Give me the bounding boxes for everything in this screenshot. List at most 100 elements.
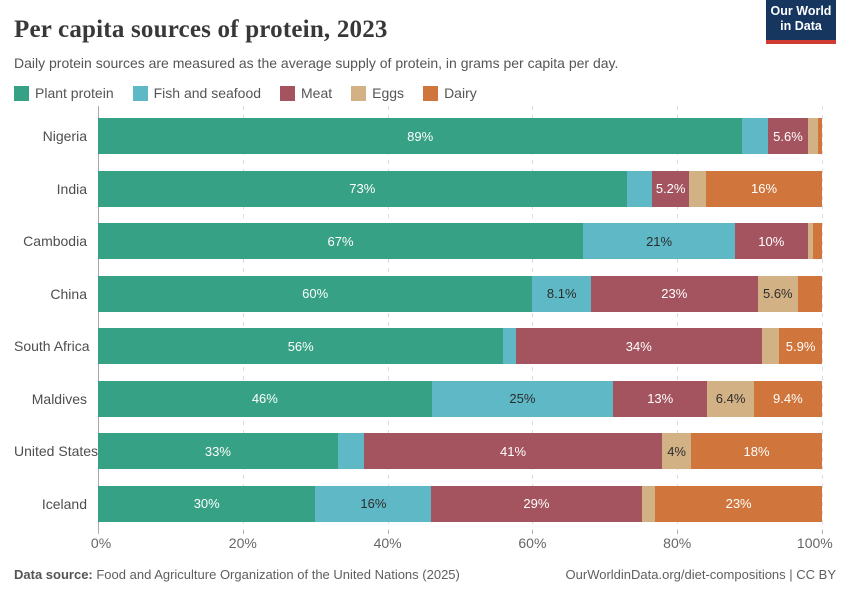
bar-segment-meat[interactable]: 23%	[591, 275, 758, 312]
country-label: Cambodia	[23, 233, 87, 250]
bar-segment-meat[interactable]: 13%	[613, 380, 708, 417]
bar-segment-meat[interactable]: 34%	[515, 328, 762, 365]
stacked-bar: 56% 34% 5.9%	[98, 328, 822, 365]
data-source-note: Data source: Food and Agriculture Organi…	[14, 567, 460, 582]
bar-segment-fish-and-seafood[interactable]: 16%	[315, 485, 432, 522]
chart-title: Per capita sources of protein, 2023	[14, 16, 388, 43]
bar-segment-eggs[interactable]: 6.4%	[707, 380, 754, 417]
bar-segment-dairy[interactable]: 5.9%	[779, 328, 822, 365]
owid-logo-line2: in Data	[780, 19, 822, 33]
bar-row-maldives: Maldives 46% 25% 13% 6.4% 9.4%	[14, 373, 836, 426]
x-axis-tick-label: 100%	[796, 535, 833, 551]
country-label: South Africa	[14, 338, 90, 355]
x-axis-tick-label: 20%	[228, 535, 257, 551]
legend-label: Plant protein	[35, 85, 114, 101]
stacked-bar-chart: Nigeria 89% 5.6% India 73% 5.2% 16% Cambodia 67%…	[14, 106, 836, 552]
bar-segment-dairy[interactable]: 16%	[706, 170, 822, 207]
bar-row-cambodia: Cambodia 67% 21% 10%	[14, 215, 836, 268]
bar-segment-plant-protein[interactable]: 67%	[98, 223, 584, 260]
bar-segment-plant-protein[interactable]: 56%	[98, 328, 504, 365]
bar-segment-eggs[interactable]	[807, 223, 814, 260]
legend-label: Eggs	[372, 85, 405, 101]
bar-rows: Nigeria 89% 5.6% India 73% 5.2% 16% Cambodia 67%…	[14, 110, 836, 530]
bar-segment-fish-and-seafood[interactable]: 25%	[431, 380, 614, 417]
legend-label: Fish and seafood	[153, 85, 262, 101]
bar-segment-fish-and-seafood[interactable]	[503, 328, 516, 365]
bar-segment-dairy[interactable]	[813, 223, 822, 260]
bar-segment-plant-protein[interactable]: 60%	[98, 275, 533, 312]
x-axis: 0% 20% 40% 60% 80% 100%	[91, 530, 833, 552]
bar-segment-dairy[interactable]	[798, 275, 822, 312]
bar-segment-meat[interactable]: 10%	[735, 223, 808, 260]
legend-item-eggs[interactable]: Eggs	[351, 85, 404, 101]
owid-credit-link[interactable]: OurWorldinData.org/diet-compositions | C…	[565, 567, 836, 582]
x-axis-tick-label: 80%	[663, 535, 692, 551]
bar-segment-dairy[interactable]: 9.4%	[753, 380, 822, 417]
bar-row-nigeria: Nigeria 89% 5.6%	[14, 110, 836, 163]
bar-segment-plant-protein[interactable]: 73%	[98, 170, 627, 207]
bar-segment-plant-protein[interactable]: 30%	[98, 485, 316, 522]
country-label: India	[56, 180, 87, 197]
legend-item-plant-protein[interactable]: Plant protein	[14, 85, 114, 101]
data-source-label: Data source:	[14, 567, 93, 582]
data-source-text: Food and Agriculture Organization of the…	[92, 567, 460, 582]
bar-segment-eggs[interactable]	[641, 485, 656, 522]
bar-segment-eggs[interactable]: 4%	[662, 433, 692, 470]
stacked-bar: 67% 21% 10%	[98, 223, 822, 260]
stacked-bar: 30% 16% 29% 23%	[98, 485, 822, 522]
country-label: Nigeria	[42, 128, 87, 145]
bar-segment-fish-and-seafood[interactable]	[742, 118, 768, 155]
bar-segment-fish-and-seafood[interactable]: 8.1%	[532, 275, 592, 312]
bar-row-india: India 73% 5.2% 16%	[14, 163, 836, 216]
chart-footer: Data source: Food and Agriculture Organi…	[14, 567, 836, 582]
bar-segment-dairy[interactable]	[818, 118, 822, 155]
country-label: United States	[14, 443, 99, 460]
bar-row-united-states: United States 33% 41% 4% 18%	[14, 425, 836, 478]
owid-logo-line1: Our World	[770, 4, 832, 18]
x-axis-tick-label: 40%	[373, 535, 402, 551]
bar-segment-eggs[interactable]: 5.6%	[757, 275, 799, 312]
chart-legend: Plant protein Fish and seafood Meat Eggs Dai…	[14, 85, 836, 101]
bar-segment-dairy[interactable]: 18%	[691, 433, 822, 470]
legend-item-fish-and-seafood[interactable]: Fish and seafood	[132, 85, 262, 101]
legend-swatch-icon	[351, 85, 367, 101]
bar-segment-meat[interactable]: 5.6%	[767, 118, 809, 155]
legend-swatch-icon	[14, 85, 29, 101]
x-axis-tick-label: 0%	[90, 535, 112, 551]
bar-segment-meat[interactable]: 29%	[431, 485, 642, 522]
bar-segment-eggs[interactable]	[761, 328, 780, 365]
bar-row-iceland: Iceland 30% 16% 29% 23%	[14, 478, 836, 531]
bar-segment-plant-protein[interactable]: 33%	[98, 433, 338, 470]
legend-swatch-icon	[132, 85, 148, 101]
chart-subtitle: Daily protein sources are measured as th…	[14, 55, 619, 71]
bar-segment-plant-protein[interactable]: 46%	[98, 380, 432, 417]
axis-tick-mark	[822, 530, 823, 534]
country-label: China	[50, 285, 87, 302]
bar-segment-dairy[interactable]: 23%	[655, 485, 822, 522]
legend-swatch-icon	[423, 85, 439, 101]
country-label: Maldives	[31, 390, 87, 407]
legend-label: Meat	[301, 85, 333, 101]
country-label: Iceland	[41, 495, 87, 512]
bar-segment-eggs[interactable]	[689, 170, 707, 207]
owid-logo[interactable]: Our World in Data	[766, 0, 836, 44]
chart-header: Per capita sources of protein, 2023 Our …	[14, 0, 836, 72]
bar-segment-eggs[interactable]	[808, 118, 819, 155]
stacked-bar: 73% 5.2% 16%	[98, 170, 822, 207]
stacked-bar: 89% 5.6%	[98, 118, 822, 155]
bar-segment-plant-protein[interactable]: 89%	[98, 118, 743, 155]
bar-segment-meat[interactable]: 5.2%	[651, 170, 690, 207]
stacked-bar: 33% 41% 4% 18%	[98, 433, 822, 470]
stacked-bar: 60% 8.1% 23% 5.6%	[98, 275, 822, 312]
bar-row-south-africa: South Africa 56% 34% 5.9%	[14, 320, 836, 373]
legend-item-meat[interactable]: Meat	[280, 85, 332, 101]
bar-segment-fish-and-seafood[interactable]: 21%	[583, 223, 736, 260]
legend-label: Dairy	[444, 85, 477, 101]
bar-segment-meat[interactable]: 41%	[364, 433, 663, 470]
legend-swatch-icon	[280, 85, 296, 101]
bar-segment-fish-and-seafood[interactable]	[337, 433, 365, 470]
bar-segment-fish-and-seafood[interactable]	[626, 170, 652, 207]
x-axis-tick-label: 60%	[518, 535, 547, 551]
legend-item-dairy[interactable]: Dairy	[423, 85, 477, 101]
